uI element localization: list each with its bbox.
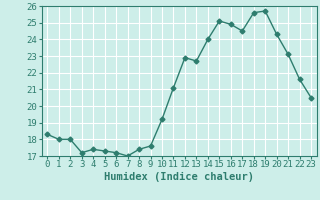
X-axis label: Humidex (Indice chaleur): Humidex (Indice chaleur) <box>104 172 254 182</box>
